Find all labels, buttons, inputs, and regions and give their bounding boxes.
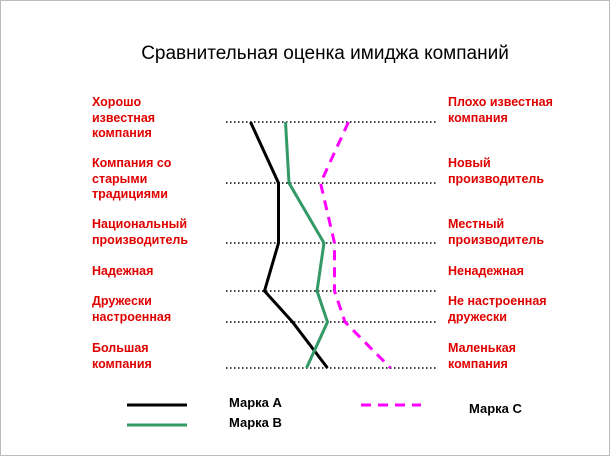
left-label: Дружески настроенная — [92, 294, 172, 324]
left-label: Хорошо известная компания — [92, 95, 156, 140]
right-label: Местный производитель — [448, 217, 545, 247]
legend-label: Марка B — [229, 415, 282, 430]
right-label: Не настроенная дружески — [448, 294, 547, 324]
series-line — [318, 121, 392, 370]
right-label: Новый производитель — [448, 156, 545, 186]
series-line — [249, 121, 329, 369]
right-label: Маленькая компания — [448, 341, 516, 371]
series-line — [284, 121, 330, 369]
left-label: Большая компания — [92, 341, 152, 371]
legend-label: Марка A — [229, 395, 282, 410]
left-label: Компания со старыми традициями — [92, 156, 172, 201]
right-label: Ненадежная — [448, 264, 524, 278]
right-label: Плохо известная компания — [448, 95, 553, 125]
chart-title: Сравнительная оценка имиджа компаний — [141, 43, 509, 64]
left-label: Надежная — [92, 264, 154, 278]
legend-label: Марка C — [469, 401, 522, 416]
left-label: Национальный производитель — [92, 217, 189, 247]
